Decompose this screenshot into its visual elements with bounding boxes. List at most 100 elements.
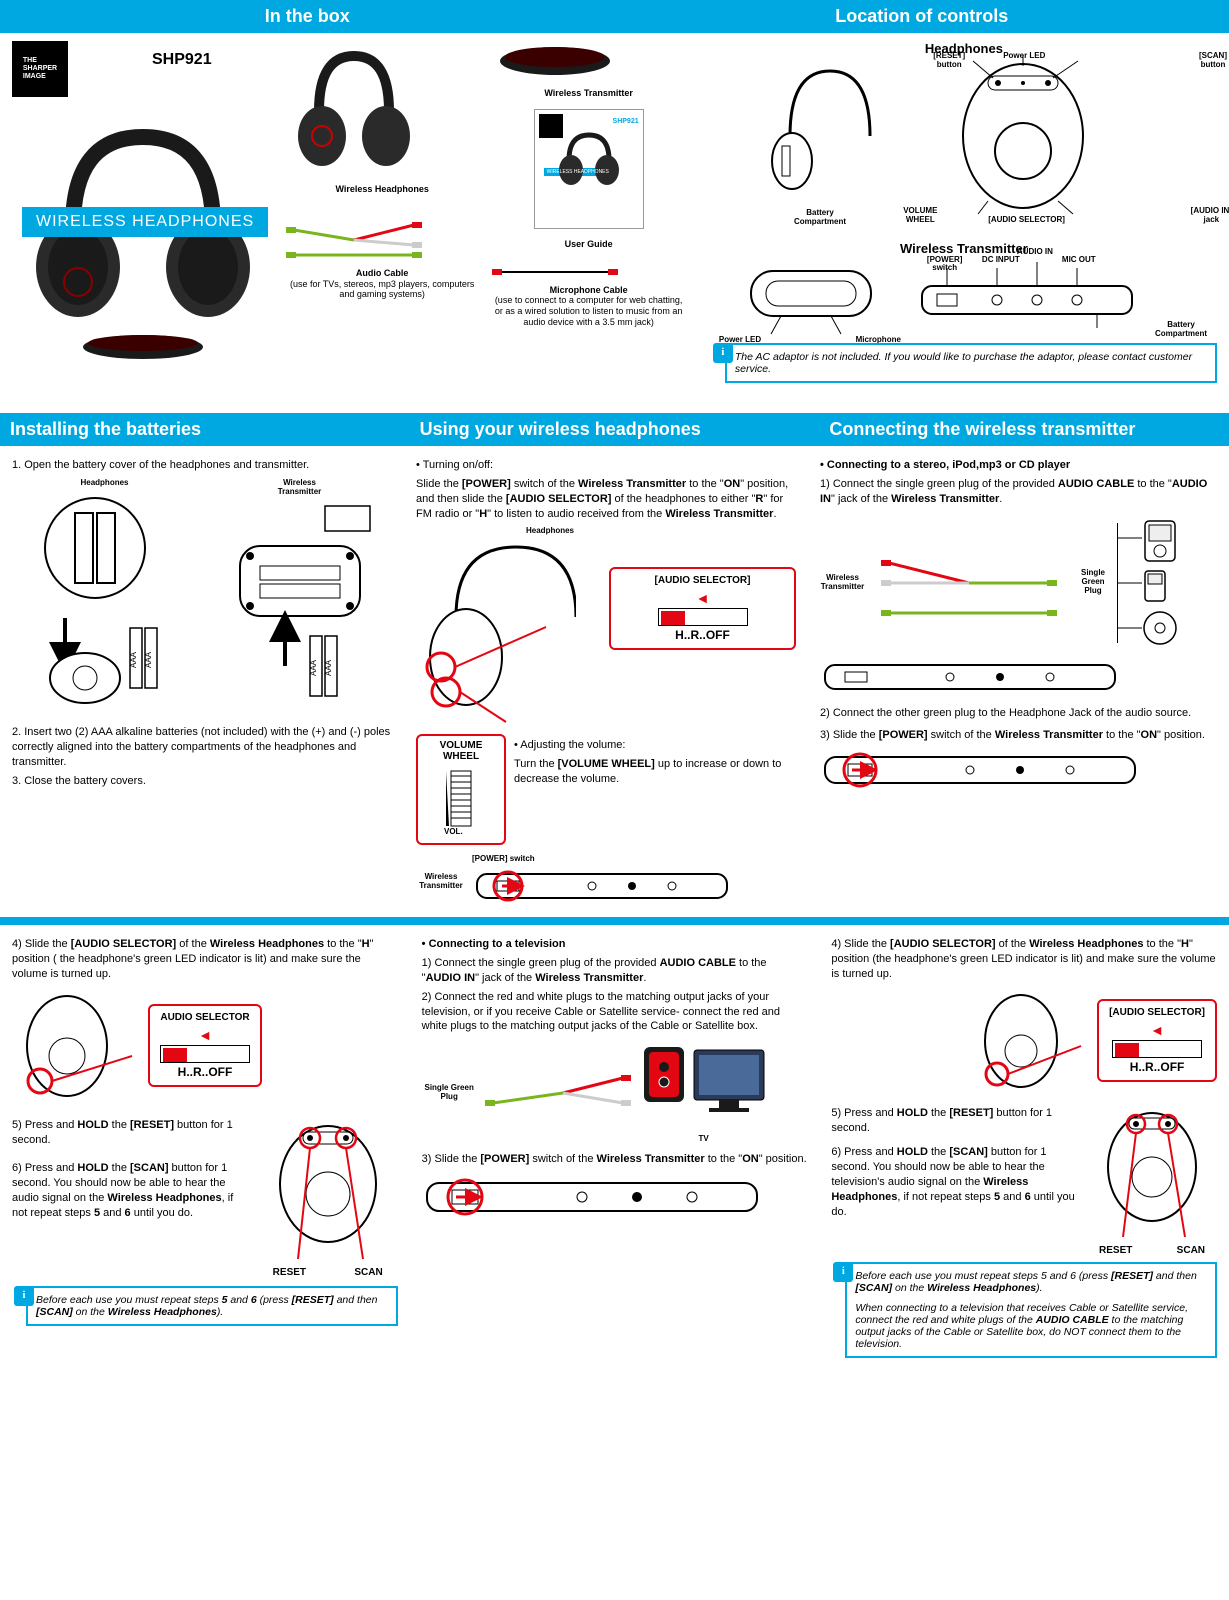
item-audio-cable-label: Audio Cable (284, 268, 480, 279)
connect-cable-svg (869, 533, 1069, 633)
small-headphone-svg (284, 41, 424, 181)
item-audio-cable-sub: (use for TVs, stereos, mp3 players, comp… (284, 279, 480, 301)
bl-steps: 5) Press and HOLD the [RESET] button for… (12, 1114, 250, 1278)
br-s4: 4) Slide the [AUDIO SELECTOR] of the Wir… (831, 937, 1217, 982)
ac-adaptor-info: i The AC adaptor is not included. If you… (725, 343, 1217, 383)
mid-content: 1. Open the battery cover of the headpho… (0, 446, 1229, 917)
hero-panel: THE SHARPER IMAGE SHP921 WIRELESS HEADPH… (12, 41, 274, 405)
tx-power-sw-label: [POWER] switch (927, 256, 963, 274)
audio-sel-label: [AUDIO SELECTOR] (988, 216, 1065, 225)
bl-scan-label: SCAN (354, 1267, 382, 1278)
vol-text: • Adjusting the volume: Turn the [VOLUME… (514, 734, 796, 845)
svg-text:AAA: AAA (324, 660, 333, 677)
br-s5s6-row: 5) Press and HOLD the [RESET] button for… (831, 1102, 1217, 1256)
bm-tx-on-svg (422, 1171, 762, 1219)
bm-s2: 2) Connect the red and white plugs to th… (422, 990, 808, 1035)
connect-plug-label: Single Green Plug (1073, 569, 1113, 595)
bottom-row: 4) Slide the [AUDIO SELECTOR] of the Wir… (0, 925, 1229, 1366)
connect-s2: 2) Connect the other green plug to the H… (820, 706, 1217, 721)
controls-tx-row: Power LED Microphone [POWER] switch (711, 256, 1217, 339)
brand-logo: THE SHARPER IMAGE (12, 41, 68, 97)
br-s6: 6) Press and HOLD the [SCAN] button for … (831, 1145, 1079, 1219)
items-col-2: Wireless Transmitter SHP921 WIRELESS HEA… (490, 41, 686, 405)
bottom-left-col: 4) Slide the [AUDIO SELECTOR] of the Wir… (0, 925, 410, 1366)
bottom-right-col: 4) Slide the [AUDIO SELECTOR] of the Wir… (819, 925, 1229, 1366)
using-p1: Slide the [POWER] switch of the Wireless… (416, 477, 796, 522)
scan-btn-label: [SCAN] button (1199, 52, 1227, 70)
info-icon: i (713, 343, 733, 363)
audio-cable-svg (284, 215, 424, 265)
wireless-label: WIRELESS HEADPHONES (22, 207, 268, 237)
mid-headers: Installing the batteries Using your wire… (0, 413, 1229, 446)
user-guide-thumb: SHP921 WIRELESS HEADPHONES (534, 109, 644, 229)
bl-reset-label: RESET (273, 1267, 306, 1278)
item-mic-cable-sub: (use to connect to a computer for web ch… (490, 295, 686, 327)
bm-s3: 3) Slide the [POWER] switch of the Wirel… (422, 1152, 808, 1167)
transmitter-svg (490, 41, 620, 81)
tx-rear-diagram: [POWER] switch DC INPUT AUDIO IN MIC OUT… (917, 256, 1217, 339)
bm-s1: 1) Connect the single green plug of the … (422, 956, 808, 986)
item-headphones-label: Wireless Headphones (284, 184, 480, 195)
connect-devices-svg (1117, 513, 1217, 653)
power-led-label: Power LED (1003, 52, 1045, 61)
using-tx-diagram: [POWER] switch (472, 855, 796, 909)
br-steps: 5) Press and HOLD the [RESET] button for… (831, 1102, 1079, 1256)
using-power-sw: [POWER] switch (472, 855, 796, 864)
mic-cable-svg (490, 262, 620, 282)
bl-reset-scan-diagram: RESET SCAN (258, 1114, 398, 1278)
br-scan-label: SCAN (1177, 1245, 1205, 1256)
guide-model: SHP921 (539, 118, 639, 125)
bm-tv-diagram: Single Green Plug (422, 1042, 808, 1144)
bm-plug-label: Single Green Plug (422, 1084, 477, 1102)
svg-text:AAA: AAA (144, 651, 153, 668)
hero-headphone-illus: WIRELESS HEADPHONES (12, 107, 274, 367)
br-s5: 5) Press and HOLD the [RESET] button for… (831, 1106, 1079, 1136)
install-hp-label: Headphones (12, 479, 197, 488)
hp-top-diagram: Power LED [RESET] button [SCAN] button V… (933, 56, 1217, 219)
tx-battery-label: Battery Compartment (1155, 321, 1207, 339)
bl-info-box: i Before each use you must repeat steps … (26, 1286, 398, 1326)
vol-wheel-callout: VOLUME WHEEL VOL. (416, 734, 506, 845)
tx-mic-out-label: MIC OUT (1062, 256, 1096, 265)
install-hp-diagram: Headphones AAA AAA (12, 479, 197, 720)
using-hp-label: Headphones (526, 527, 574, 536)
connect-tx-svg (820, 659, 1120, 695)
using-header: Using your wireless headphones (410, 413, 820, 446)
br-reset-label: RESET (1099, 1245, 1132, 1256)
bm-tv-label: TV (639, 1135, 769, 1144)
vol-desc: Turn the [VOLUME WHEEL] up to increase o… (514, 757, 796, 787)
install-s3: 3. Close the battery covers. (12, 774, 392, 789)
info-icon: i (14, 1286, 34, 1306)
install-diagrams: Headphones AAA AAA Wireless Transmitter (12, 479, 392, 720)
vol-title: • Adjusting the volume: (514, 738, 796, 753)
bl-s5s6-row: 5) Press and HOLD the [RESET] button for… (12, 1114, 398, 1278)
connect-diagram-1: Wireless Transmitter Single Green Plug (820, 513, 1217, 653)
item-guide-label: User Guide (490, 239, 686, 250)
bl-hp-svg (12, 986, 142, 1106)
br-sel-row: [AUDIO SELECTOR] ◄ H..R..OFF (831, 986, 1217, 1096)
loc-controls-header: Location of controls (615, 0, 1229, 33)
connect-col: • Connecting to a stereo, iPod,mp3 or CD… (808, 446, 1229, 917)
divider (0, 917, 1229, 925)
bm-tv-title: • Connecting to a television (422, 937, 808, 952)
battery-label: Battery Compartment (711, 209, 929, 227)
controls-tx-title: Wireless Transmitter (711, 241, 1217, 256)
hroff-text: H..R..OFF (621, 628, 784, 642)
in-box-header: In the box (0, 0, 615, 33)
using-callouts: [AUDIO SELECTOR] ◄ H..R..OFF (609, 527, 796, 650)
connect-stereo-title: • Connecting to a stereo, iPod,mp3 or CD… (820, 458, 1217, 473)
svg-text:VOL.: VOL. (444, 827, 463, 836)
controls-hp-row: Battery Compartment Power LED [ (711, 56, 1217, 227)
connecting-header: Connecting the wireless transmitter (819, 413, 1229, 446)
svg-text:AAA: AAA (309, 660, 318, 677)
reset-btn-label: [RESET] button (933, 52, 965, 70)
item-transmitter-label: Wireless Transmitter (490, 88, 686, 99)
top-content-row: THE SHARPER IMAGE SHP921 WIRELESS HEADPH… (0, 33, 1229, 413)
hp-side-diagram: Battery Compartment (711, 56, 929, 227)
svg-text:AAA: AAA (129, 651, 138, 668)
audio-sel-title: [AUDIO SELECTOR] (621, 575, 784, 586)
guide-hp-svg (539, 125, 639, 195)
using-intro: • Turning on/off: (416, 458, 796, 473)
items-col-1: Wireless Headphones Audio Cable (use for… (284, 41, 480, 405)
tx-dc-label: DC INPUT (982, 256, 1020, 265)
